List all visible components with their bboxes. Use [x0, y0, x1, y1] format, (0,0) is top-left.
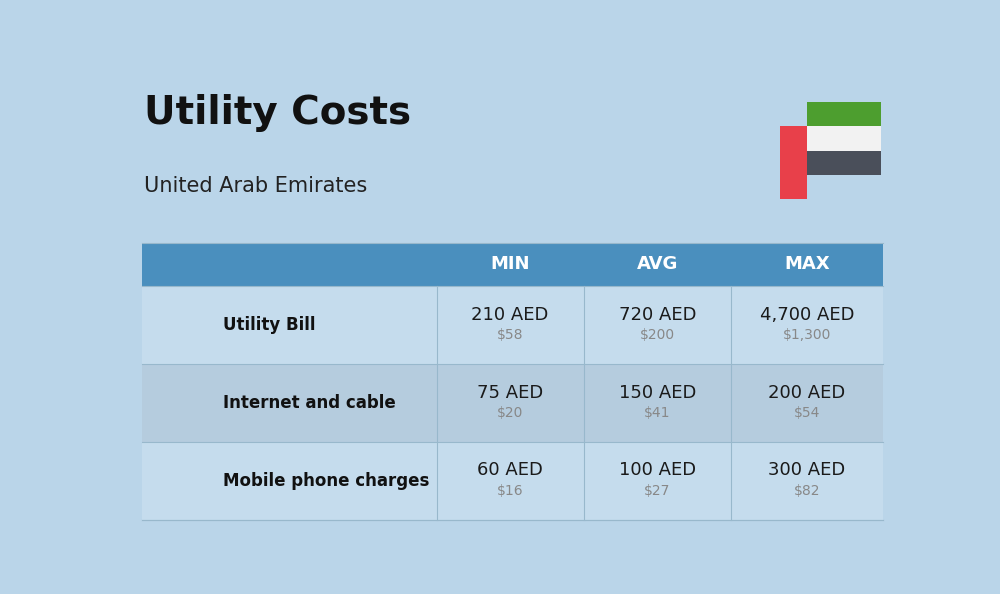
Text: $16: $16: [497, 484, 523, 498]
Text: $20: $20: [497, 406, 523, 420]
Text: $82: $82: [794, 484, 820, 498]
Text: MIN: MIN: [490, 255, 530, 273]
FancyBboxPatch shape: [142, 286, 216, 364]
Text: MAX: MAX: [784, 255, 830, 273]
FancyBboxPatch shape: [216, 364, 437, 441]
FancyBboxPatch shape: [584, 286, 731, 364]
Text: 210 AED: 210 AED: [471, 305, 549, 324]
FancyBboxPatch shape: [584, 243, 731, 286]
Text: United Arab Emirates: United Arab Emirates: [144, 176, 368, 197]
Text: 75 AED: 75 AED: [477, 384, 543, 402]
Text: $54: $54: [794, 406, 820, 420]
FancyBboxPatch shape: [584, 364, 731, 441]
FancyBboxPatch shape: [437, 243, 584, 286]
Text: 720 AED: 720 AED: [619, 305, 696, 324]
Text: Internet and cable: Internet and cable: [223, 394, 396, 412]
FancyBboxPatch shape: [807, 126, 881, 150]
FancyBboxPatch shape: [731, 286, 883, 364]
FancyBboxPatch shape: [731, 243, 883, 286]
Text: $200: $200: [640, 328, 675, 342]
Text: $1,300: $1,300: [783, 328, 831, 342]
Text: 100 AED: 100 AED: [619, 462, 696, 479]
Text: Utility Costs: Utility Costs: [144, 94, 412, 132]
Text: 300 AED: 300 AED: [768, 462, 846, 479]
FancyBboxPatch shape: [731, 441, 883, 520]
Text: Mobile phone charges: Mobile phone charges: [223, 472, 430, 489]
FancyBboxPatch shape: [807, 150, 881, 175]
FancyBboxPatch shape: [780, 126, 807, 200]
FancyBboxPatch shape: [216, 243, 437, 286]
Text: $58: $58: [497, 328, 523, 342]
FancyBboxPatch shape: [142, 364, 216, 441]
FancyBboxPatch shape: [807, 102, 881, 126]
FancyBboxPatch shape: [584, 441, 731, 520]
Text: 60 AED: 60 AED: [477, 462, 543, 479]
FancyBboxPatch shape: [437, 364, 584, 441]
FancyBboxPatch shape: [142, 243, 216, 286]
Text: AVG: AVG: [637, 255, 678, 273]
Text: Utility Bill: Utility Bill: [223, 315, 316, 334]
Text: $41: $41: [644, 406, 671, 420]
Text: 4,700 AED: 4,700 AED: [760, 305, 854, 324]
FancyBboxPatch shape: [216, 286, 437, 364]
FancyBboxPatch shape: [437, 286, 584, 364]
FancyBboxPatch shape: [437, 441, 584, 520]
FancyBboxPatch shape: [142, 441, 216, 520]
Text: $27: $27: [644, 484, 671, 498]
Text: 200 AED: 200 AED: [768, 384, 846, 402]
Text: 150 AED: 150 AED: [619, 384, 696, 402]
FancyBboxPatch shape: [216, 441, 437, 520]
FancyBboxPatch shape: [731, 364, 883, 441]
